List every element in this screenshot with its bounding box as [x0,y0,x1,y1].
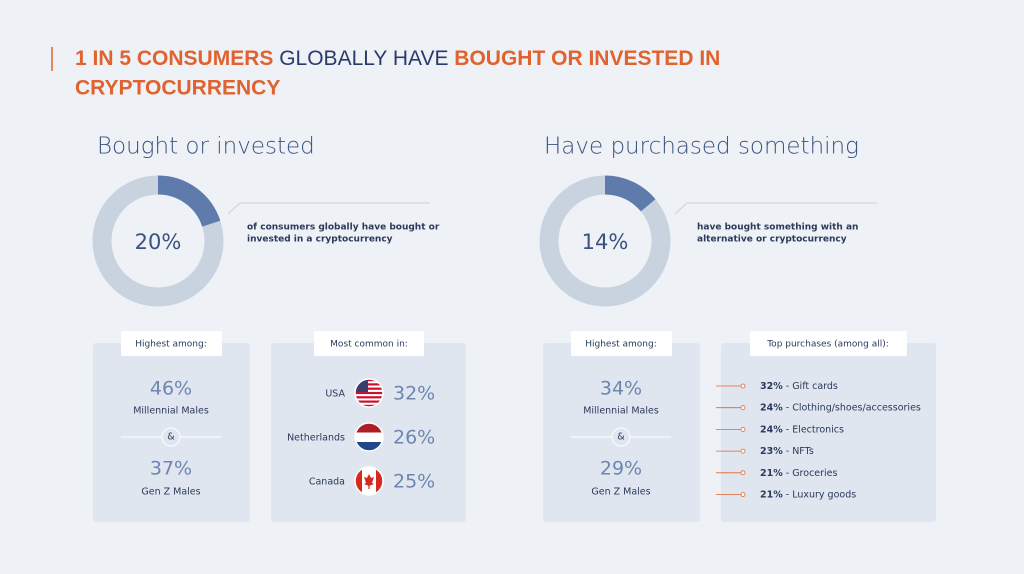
stat-value: 29% [600,458,642,480]
flag-usa [354,378,384,408]
purchase-label: - Clothing/shoes/accessories [786,402,921,413]
country: Canada [309,477,345,488]
purchase-item: 24% - Electronics [760,424,844,435]
tab [314,331,424,356]
separator: & [617,432,625,443]
tab-label: Highest among: [135,340,207,350]
purchase-value: 23% [760,446,783,457]
caption: have bought something with an [697,223,858,233]
bullet-dot [740,470,746,476]
purchase-item: 24% - Clothing/shoes/accessories [760,402,921,413]
donut-segment [157,175,221,228]
purchase-item: 21% - Luxury goods [760,489,856,500]
country-value: 26% [393,427,435,449]
leader-line [227,202,430,215]
tab [571,331,672,356]
tab [121,331,222,356]
separator: & [167,432,175,443]
purchase-value: 21% [760,467,783,478]
purchase-label: - NFTs [786,446,814,457]
country-value: 32% [393,383,435,405]
purchase-label: - Luxury goods [786,489,856,500]
bullet-dot [740,448,746,454]
donut-label: 14% [582,230,629,254]
stat-label: Gen Z Males [141,487,200,498]
headline-part: 1 IN 5 CONSUMERS [75,47,273,70]
leader-line [674,202,877,215]
tab-label: Highest among: [585,340,657,350]
country: USA [325,389,345,400]
tab-label: Most common in: [330,340,408,350]
headline-part: CRYPTOCURRENCY [75,77,280,100]
purchase-value: 32% [760,381,783,392]
caption: of consumers globally have bought or [247,223,440,233]
purchase-value: 24% [760,424,783,435]
panel-title: Have purchased something [544,134,859,160]
flag-canada [354,466,384,496]
country-value: 25% [393,471,435,493]
tab [750,331,907,356]
stat-label: Millennial Males [583,406,659,417]
stat-value: 37% [150,458,192,480]
headline-part: BOUGHT OR INVESTED IN [454,47,720,70]
donut-segment [604,175,656,212]
bullet-dot [740,383,746,389]
purchase-value: 21% [760,489,783,500]
purchase-item: 23% - NFTs [760,446,814,457]
flag-netherlands [354,422,384,452]
caption: alternative or cryptocurrency [697,235,847,245]
purchase-value: 24% [760,402,783,413]
bullet-dot [740,426,746,432]
card [721,343,936,522]
purchase-item: 21% - Groceries [760,467,838,478]
stat-label: Millennial Males [133,406,209,417]
purchase-item: 32% - Gift cards [760,381,838,392]
purchase-label: - Gift cards [786,381,838,392]
bullet-dot [740,405,746,411]
separator-badge [161,427,181,447]
separator-badge [611,427,631,447]
tab-label: Top purchases (among all): [766,340,889,350]
stat-value: 34% [600,378,642,400]
caption: invested in a cryptocurrency [247,235,393,245]
country: Netherlands [287,433,345,444]
purchase-label: - Electronics [786,424,844,435]
purchase-label: - Groceries [786,467,838,478]
headline-part: GLOBALLY HAVE [273,47,454,70]
stat-value: 46% [150,378,192,400]
stat-label: Gen Z Males [591,487,650,498]
donut-label: 20% [135,230,182,254]
headline: 1 IN 5 CONSUMERS GLOBALLY HAVE BOUGHT OR… [75,47,720,70]
bullet-dot [740,492,746,497]
panel-title: Bought or invested [97,134,315,160]
